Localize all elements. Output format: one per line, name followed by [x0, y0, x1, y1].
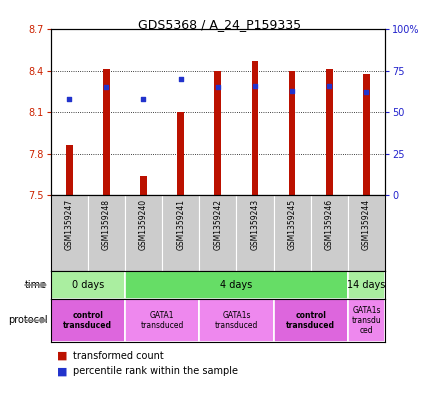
Text: GSM1359243: GSM1359243 — [250, 199, 260, 250]
Bar — [51, 271, 125, 299]
Point — [66, 96, 73, 102]
Text: percentile rank within the sample: percentile rank within the sample — [73, 366, 238, 376]
Bar — [348, 299, 385, 342]
Text: GSM1359244: GSM1359244 — [362, 199, 371, 250]
Text: transformed count: transformed count — [73, 351, 163, 361]
Bar — [326, 70, 333, 195]
Bar — [140, 176, 147, 195]
Point — [214, 84, 221, 90]
Text: ■: ■ — [57, 351, 68, 361]
Bar — [348, 271, 385, 299]
Bar — [177, 112, 184, 195]
Text: GSM1359242: GSM1359242 — [213, 199, 222, 250]
Point — [251, 83, 258, 89]
Text: GSM1359241: GSM1359241 — [176, 199, 185, 250]
Point — [140, 96, 147, 102]
Bar — [348, 195, 385, 271]
Bar — [51, 195, 88, 271]
Bar — [252, 61, 258, 195]
Text: GSM1359247: GSM1359247 — [65, 199, 73, 250]
Point — [177, 76, 184, 82]
Bar — [162, 195, 199, 271]
Point — [326, 83, 333, 89]
Text: control
transduced: control transduced — [286, 311, 335, 330]
Text: 14 days: 14 days — [347, 280, 385, 290]
Bar — [125, 271, 348, 299]
Bar — [274, 299, 348, 342]
Text: GSM1359240: GSM1359240 — [139, 199, 148, 250]
Text: 0 days: 0 days — [72, 280, 104, 290]
Bar — [236, 195, 274, 271]
Point — [289, 88, 296, 94]
Text: GDS5368 / A_24_P159335: GDS5368 / A_24_P159335 — [139, 18, 301, 31]
Bar — [199, 195, 236, 271]
Bar — [363, 73, 370, 195]
Bar — [88, 195, 125, 271]
Text: GSM1359248: GSM1359248 — [102, 199, 111, 250]
Bar — [199, 299, 274, 342]
Text: GATA1
transduced: GATA1 transduced — [140, 311, 184, 330]
Bar — [51, 299, 125, 342]
Bar — [103, 70, 110, 195]
Bar — [125, 299, 199, 342]
Point — [103, 84, 110, 90]
Bar — [289, 71, 295, 195]
Text: 4 days: 4 days — [220, 280, 253, 290]
Text: GSM1359246: GSM1359246 — [325, 199, 334, 250]
Text: time: time — [25, 280, 47, 290]
Point — [363, 89, 370, 95]
Bar — [214, 71, 221, 195]
Bar — [125, 195, 162, 271]
Text: GATA1s
transdu
ced: GATA1s transdu ced — [352, 306, 381, 335]
Text: control
transduced: control transduced — [63, 311, 112, 330]
Bar — [274, 195, 311, 271]
Bar — [311, 195, 348, 271]
Bar — [66, 145, 73, 195]
Text: GSM1359245: GSM1359245 — [288, 199, 297, 250]
Text: ■: ■ — [57, 366, 68, 376]
Text: GATA1s
transduced: GATA1s transduced — [215, 311, 258, 330]
Text: protocol: protocol — [7, 316, 47, 325]
